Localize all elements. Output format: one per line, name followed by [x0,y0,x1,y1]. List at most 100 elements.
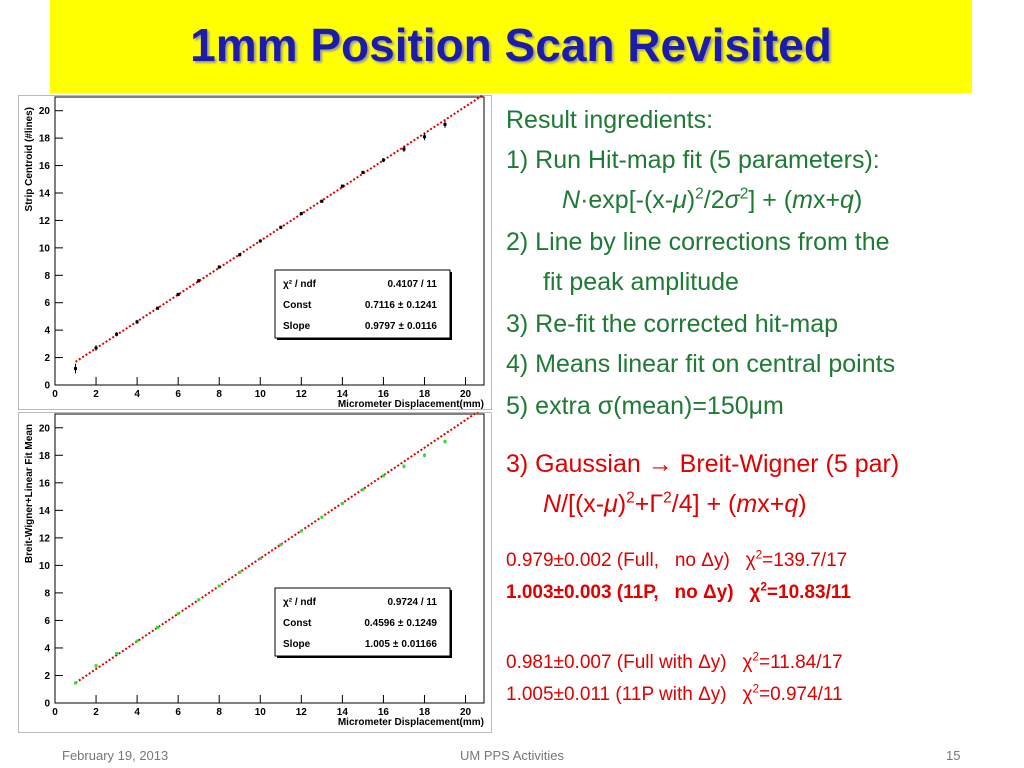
y-tick-label: 4 [44,643,50,654]
stats-label: Slope [283,639,311,650]
text-run: 3) Gaussian → Breit-Wigner (5 par) [506,450,900,478]
formula-line: N·exp[-(x-μ)2/2σ2] + (mx+q) [562,186,862,215]
stats-label: Const [283,300,312,311]
stats-number: 1.005 [365,639,390,650]
text-run: x+ [757,490,785,518]
text-run: 2 [755,548,763,562]
stats-pm: ± [398,300,404,311]
stats-value: 0.9797 ±0.0116 [365,321,438,332]
text-run: ·exp[-(x- [580,186,674,214]
stats-label: χ² / ndf [283,279,317,290]
stats-number: 0.9797 [365,321,396,332]
stats-error: 0.0116 [407,321,437,332]
data-point [258,557,262,560]
y-tick-label: 8 [44,271,50,282]
x-tick-label: 6 [175,389,181,400]
data-point [115,651,119,655]
data-point [156,306,160,310]
text-run: 2 [739,185,749,203]
stats-frame [274,269,451,339]
y-tick-label: 14 [39,506,51,517]
text-run: ) [617,490,627,518]
data-point [402,147,406,151]
text-run: N [543,490,562,518]
text-run: fit peak amplitude [543,268,739,296]
y-tick-label: 18 [39,134,51,145]
text-run: 3) Re-fit the corrected hit-map [506,310,839,338]
y-axis-label: Strip Centroid (#lines) [24,107,35,211]
y-tick-label: 6 [44,616,50,627]
text-run: μ [673,186,687,214]
y-tick-label: 20 [39,106,51,117]
stats-frame [274,587,451,657]
y-tick-label: 16 [39,478,51,489]
data-point [381,158,385,162]
x-tick-label: 18 [419,707,431,718]
text-line: 3) Gaussian → Breit-Wigner (5 par) [506,450,899,479]
data-point [115,332,119,336]
text-run: 0.981±0.007 (Full with Δy) χ [506,652,753,673]
stats-value: 0.9724 / 11 [388,597,438,608]
result-line: 1.005±0.011 (11P with Δy) χ2=0.974/11 [506,682,843,706]
stats-error: 0.1241 [406,300,437,311]
x-tick-label: 8 [216,707,222,718]
x-tick-label: 8 [216,389,222,400]
x-tick-label: 14 [337,707,349,718]
text-run: 2 [752,682,759,696]
x-tick-label: 4 [134,389,140,400]
data-point [135,639,139,643]
text-run: 2) Line by line corrections from the [506,228,890,256]
stats-value: 0.7116 ±0.1241 [365,300,438,311]
y-tick-label: 2 [44,671,50,682]
chart-panel: 0 2 4 6 8 10 12 14 16 18 20 0 2 4 6 8 10 12 14 16 18 20 Strip … [18,95,492,410]
text-run: 1.003±0.003 (11P, no Δy) χ [506,582,761,603]
stats-number: 0.7116 [365,300,395,311]
stats-label: Const [283,618,312,629]
data-point [217,265,221,269]
x-tick-label: 20 [460,389,472,400]
x-tick-label: 12 [296,707,308,718]
y-tick-label: 8 [44,588,50,599]
text-run: 0.979±0.002 (Full, no Δy) χ [506,550,756,571]
data-point [340,501,344,505]
data-point [135,320,139,324]
text-run: /2 [703,186,725,214]
data-point [197,598,201,602]
text-line: 1) Run Hit-map fit (5 parameters): [506,146,880,175]
data-point [156,625,160,629]
text-run: 2 [695,185,704,203]
data-point [320,199,324,203]
y-tick-label: 12 [39,533,51,544]
text-run: σ [724,186,740,214]
y-tick-label: 2 [44,353,50,364]
text-run: q [784,490,799,518]
x-tick-label: 2 [93,389,99,400]
text-run: μ [604,490,618,518]
y-axis-label: Breit-Wigner+Linear Fit Mean [24,424,35,563]
x-tick-label: 4 [134,707,140,718]
text-run: ) [798,490,807,518]
y-tick-label: 0 [44,699,50,710]
y-tick-label: 4 [44,326,50,337]
x-tick-label: 6 [175,707,181,718]
stats-label: Slope [283,321,311,332]
y-tick-label: 16 [39,161,51,172]
chart-panel: 0 2 4 6 8 10 12 14 16 18 20 0 2 4 6 8 10 12 14 16 18 20 Breit-… [18,412,492,733]
data-point [176,612,180,616]
stats-value: 0.4596 ±0.1249 [364,618,437,629]
stats-value: 1.005 ±0.01166 [365,639,438,650]
y-tick-label: 10 [39,243,51,254]
text-run: +Γ [634,490,664,518]
x-tick-label: 18 [419,389,431,400]
x-tick-label: 12 [296,389,308,400]
x-tick-label: 2 [93,707,99,718]
text-run: =11.84/17 [758,652,843,673]
text-run: 4) Means linear fit on central points [506,350,896,378]
data-point [320,515,324,519]
text-run: m [736,490,758,518]
y-tick-label: 12 [39,216,51,227]
data-point [299,212,303,216]
x-tick-label: 16 [378,707,390,718]
plot-frame [54,96,485,386]
